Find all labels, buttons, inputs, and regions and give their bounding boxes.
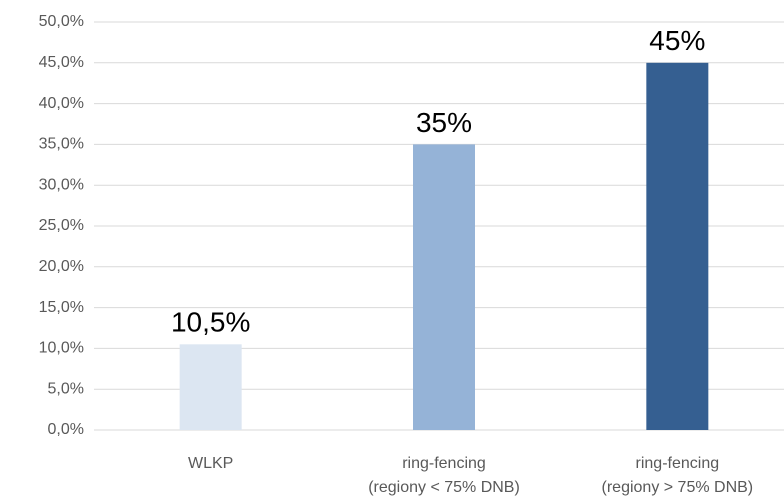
x-tick-label: ring-fencing (regiony < 75% DNB) <box>368 455 520 496</box>
x-tick-label: ring-fencing (regiony > 75% DNB) <box>602 455 754 496</box>
y-tick-label: 40,0% <box>39 95 84 112</box>
y-tick-label: 15,0% <box>39 299 84 316</box>
value-label: 10,5% <box>171 307 250 338</box>
bar <box>646 62 709 431</box>
y-tick-label: 10,0% <box>39 340 84 357</box>
bar <box>179 344 242 430</box>
bar <box>413 144 475 430</box>
x-tick-label: WLKP <box>188 455 233 472</box>
value-label: 35% <box>416 107 472 138</box>
y-tick-label: 0,0% <box>48 421 84 438</box>
y-tick-label: 35,0% <box>39 136 84 153</box>
y-tick-label: 45,0% <box>39 54 84 71</box>
y-tick-label: 25,0% <box>39 217 84 234</box>
y-tick-label: 50,0% <box>39 13 84 30</box>
value-label: 45% <box>649 25 705 56</box>
y-tick-label: 5,0% <box>48 380 84 397</box>
y-tick-label: 20,0% <box>39 258 84 275</box>
y-tick-label: 30,0% <box>39 176 84 193</box>
